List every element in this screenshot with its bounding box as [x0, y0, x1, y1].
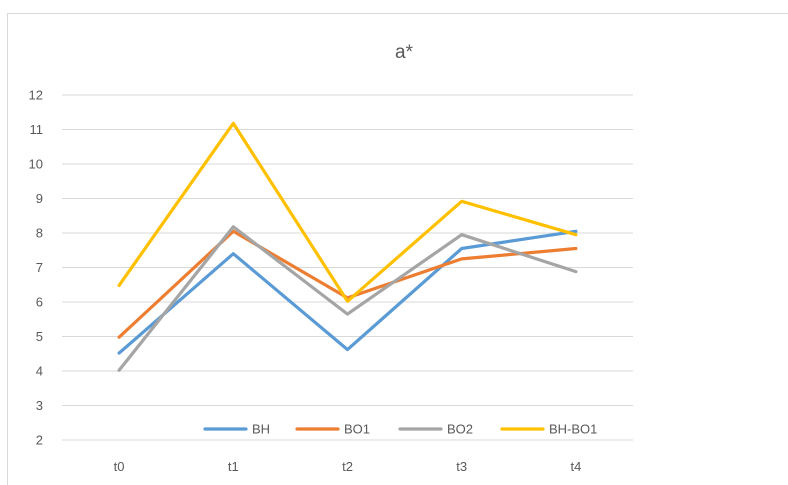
series-line-bh — [117, 229, 578, 355]
legend-label: BO2 — [447, 422, 473, 437]
series-lines — [117, 121, 578, 372]
legend-label: BO1 — [344, 422, 370, 437]
series-line-bo1 — [117, 229, 578, 339]
y-axis-ticks: 2 3 4 5 6 7 8 9 10 11 12 — [29, 88, 43, 448]
legend: BH BO1 BO2 BH-BO1 — [203, 422, 597, 437]
y-tick-label: 7 — [36, 260, 43, 275]
y-tick-label: 3 — [36, 398, 43, 413]
y-tick-label: 12 — [29, 88, 43, 103]
chart-area — [7, 13, 788, 485]
y-tick-label: 10 — [29, 157, 43, 172]
y-tick-label: 4 — [36, 364, 43, 379]
y-tick-label: 11 — [30, 122, 44, 137]
x-tick-label: t1 — [228, 459, 239, 474]
y-tick-label: 9 — [36, 191, 43, 206]
y-tick-label: 5 — [36, 329, 43, 344]
y-tick-label: 8 — [36, 226, 43, 241]
series-line-bo2 — [117, 225, 578, 372]
gridlines — [62, 94, 633, 441]
x-axis-ticks: t0 t1 t2 t3 t4 — [114, 459, 582, 474]
x-tick-label: t2 — [342, 459, 353, 474]
y-tick-label: 6 — [36, 295, 43, 310]
legend-label: BH-BO1 — [549, 422, 597, 437]
chart-title: a* — [395, 42, 414, 63]
x-tick-label: t3 — [456, 459, 467, 474]
x-tick-label: t4 — [570, 459, 581, 474]
y-tick-label: 2 — [36, 433, 43, 448]
legend-label: BH — [252, 422, 270, 437]
x-tick-label: t0 — [114, 459, 125, 474]
series-line-bh-bo1 — [117, 121, 578, 303]
